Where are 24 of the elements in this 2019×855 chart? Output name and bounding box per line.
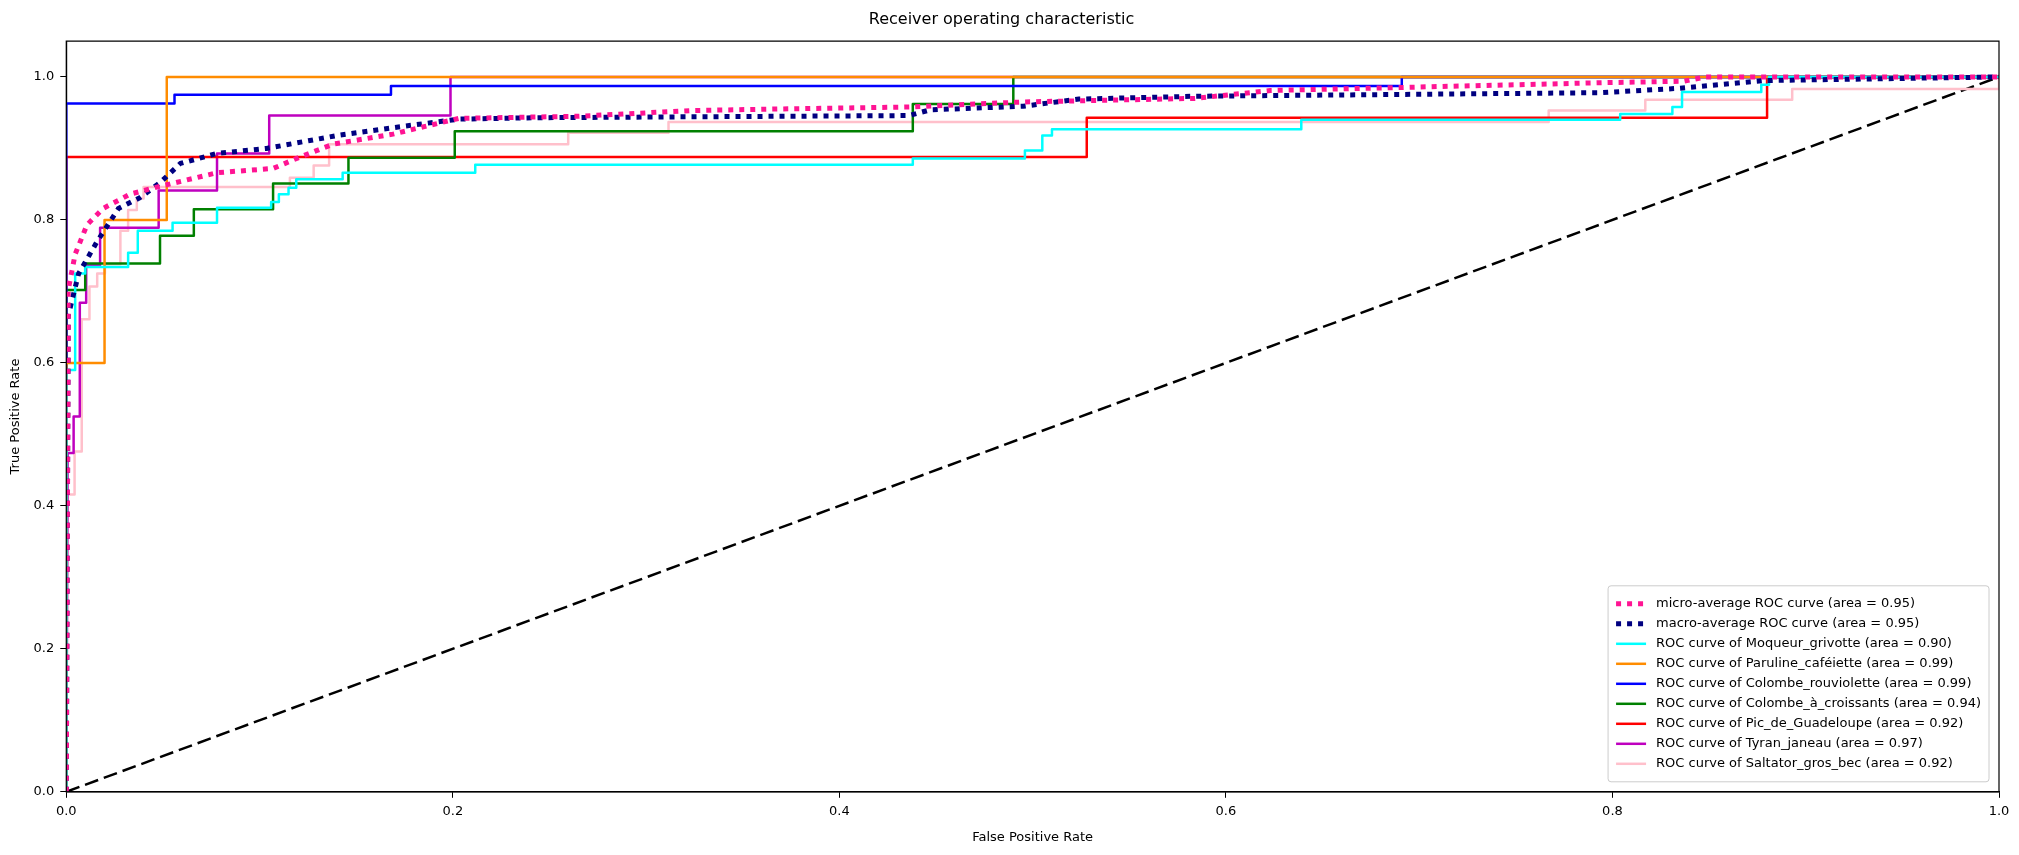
y-tick-label: 0.2 bbox=[33, 640, 55, 656]
y-axis-title: True Positive Rate bbox=[7, 358, 23, 476]
y-tick-label: 0.8 bbox=[33, 211, 55, 227]
y-tick-label: 0.6 bbox=[33, 354, 55, 370]
x-tick-label: 0.4 bbox=[829, 802, 850, 818]
legend-label: ROC curve of Saltator_gros_bec (area = 0.92) bbox=[1656, 755, 1953, 771]
x-axis-title: False Positive Rate bbox=[972, 828, 1094, 844]
x-tick-label: 1.0 bbox=[1988, 802, 2010, 818]
y-tick-label: 0.0 bbox=[33, 783, 55, 799]
x-tick-label: 0.0 bbox=[55, 802, 77, 818]
legend-label: ROC curve of Tyran_janeau (area = 0.97) bbox=[1656, 735, 1923, 751]
legend-label: ROC curve of Paruline_caféiette (area = 0.99) bbox=[1656, 655, 1954, 671]
y-tick-label: 1.0 bbox=[33, 68, 55, 84]
chart-title: Receiver operating characteristic bbox=[868, 8, 1135, 28]
y-tick-label: 0.4 bbox=[33, 497, 55, 513]
legend-label: macro-average ROC curve (area = 0.95) bbox=[1656, 615, 1920, 631]
legend-label: ROC curve of Pic_de_Guadeloupe (area = 0.92) bbox=[1656, 715, 1964, 731]
x-tick-label: 0.2 bbox=[442, 802, 464, 818]
x-tick-label: 0.8 bbox=[1602, 802, 1623, 818]
legend-label: ROC curve of Colombe_à_croissants (area = 0.94) bbox=[1656, 695, 1982, 711]
legend-label: micro-average ROC curve (area = 0.95) bbox=[1656, 595, 1916, 611]
legend-label: ROC curve of Colombe_rouviolette (area = 0.99) bbox=[1656, 675, 1972, 691]
legend-label: ROC curve of Moqueur_grivotte (area = 0.90) bbox=[1656, 635, 1952, 651]
x-tick-label: 0.6 bbox=[1215, 802, 1237, 818]
